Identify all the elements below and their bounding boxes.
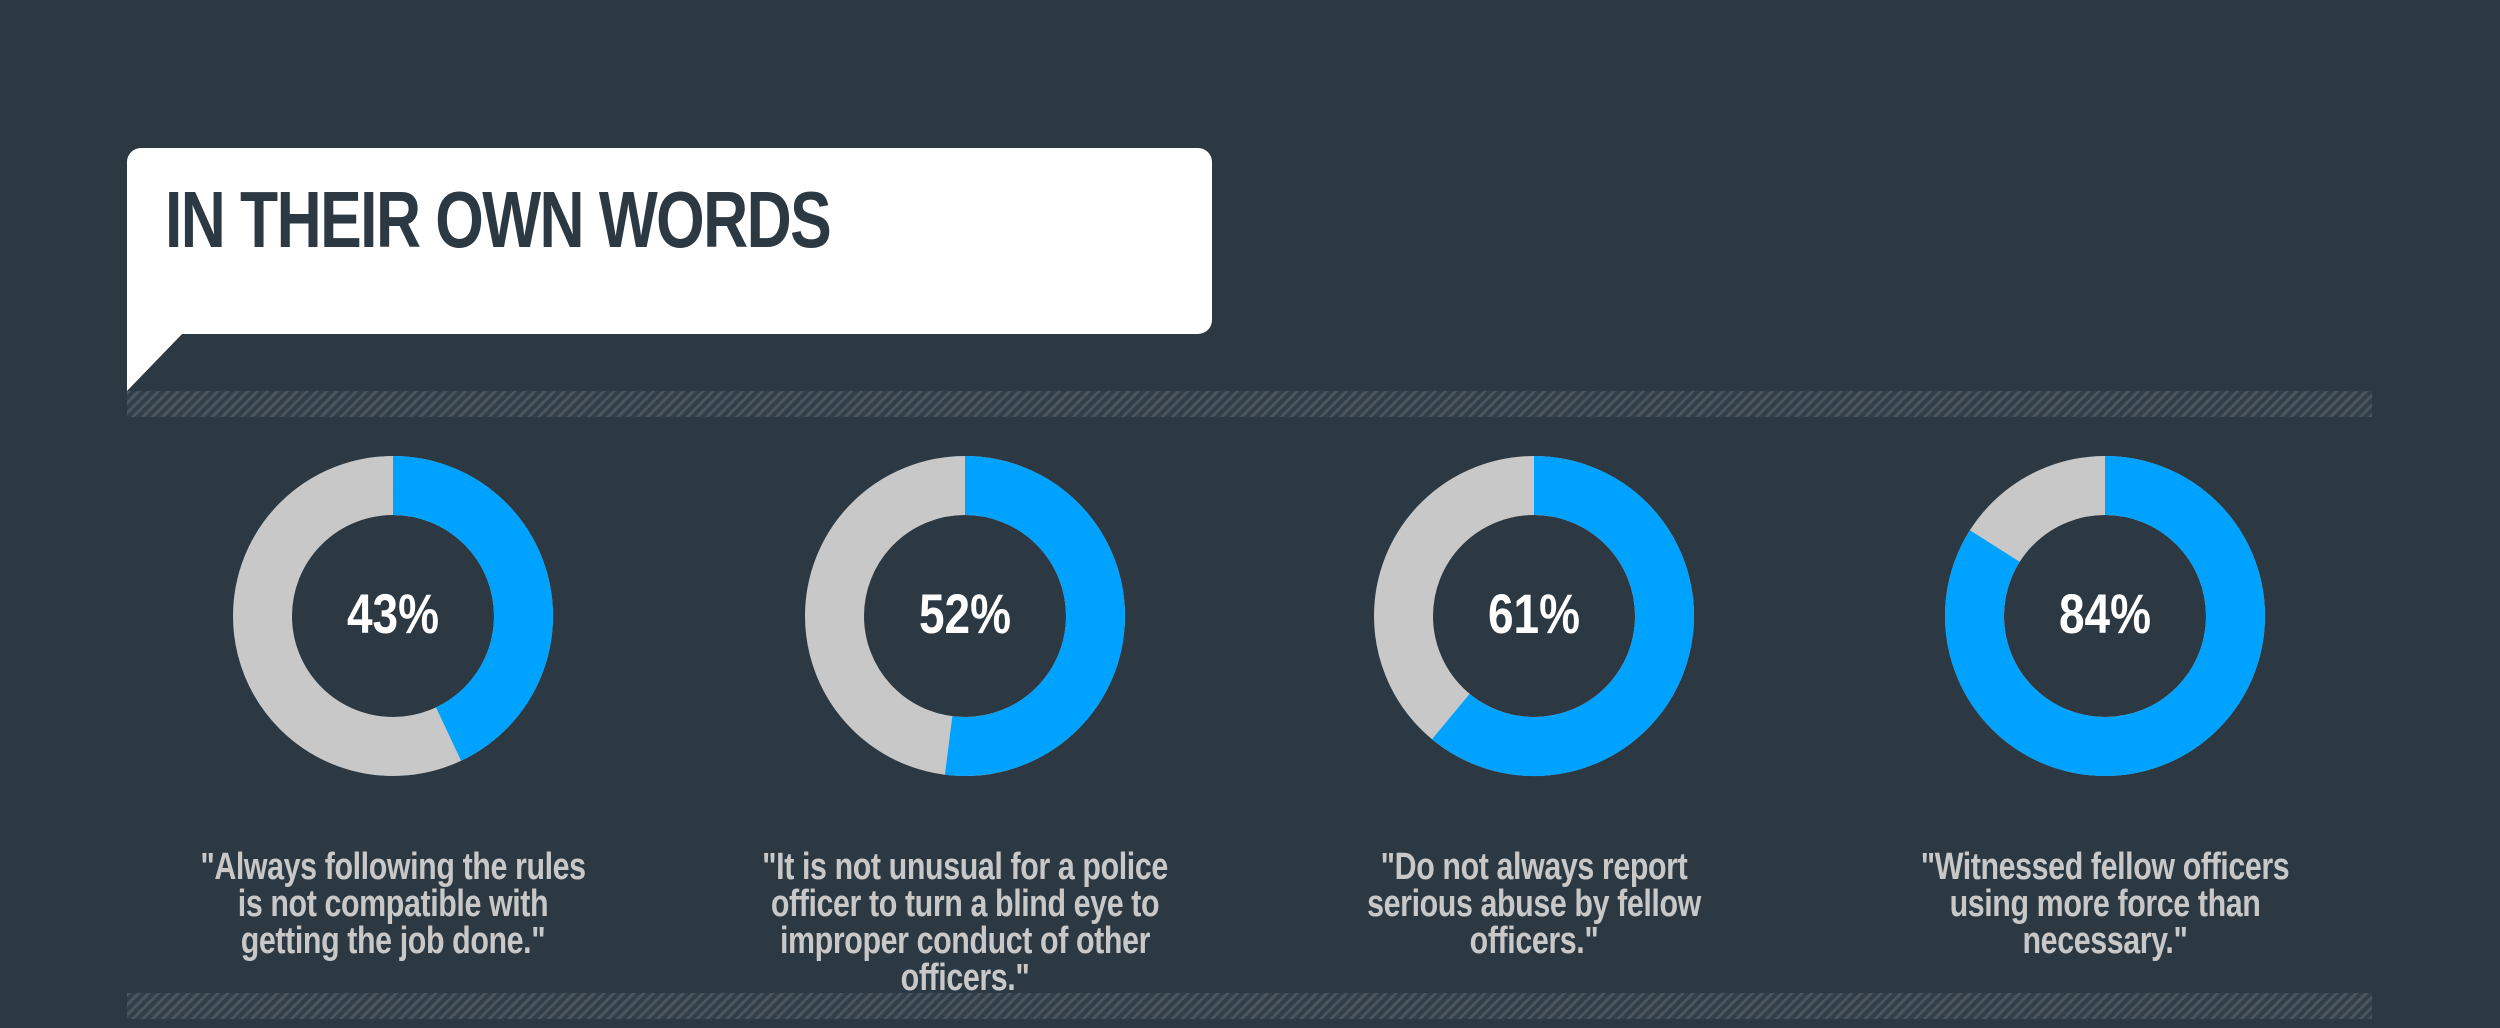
donut-percentage-label: 84% — [2059, 582, 2151, 645]
donut-chart-3: 61% — [1369, 451, 1699, 781]
donut-svg-1: 43% — [233, 456, 553, 776]
hatched-divider-bottom — [127, 993, 2372, 1019]
donut-percentage-label: 43% — [347, 582, 439, 645]
donut-value-segment — [1945, 456, 2265, 776]
quote-label: "Do not always report serious abuse by f… — [1367, 846, 1701, 962]
donut-percentage-label: 61% — [1488, 582, 1580, 645]
quote-text-3: "Do not always report serious abuse by f… — [1274, 846, 1794, 962]
quote-text-4: "Witnessed fellow officers using more fo… — [1845, 846, 2365, 962]
donut-chart-1: 43% — [228, 451, 558, 781]
donut-svg-2: 52% — [805, 456, 1125, 776]
quote-text-1: "Always following the rules is not compa… — [133, 846, 653, 962]
donut-percentage-label: 52% — [919, 582, 1011, 645]
quote-label: "Always following the rules is not compa… — [200, 846, 586, 962]
quote-label: "Witnessed fellow officers using more fo… — [1920, 846, 2290, 962]
donut-value-segment — [1432, 456, 1694, 776]
title-banner: IN THEIR OWN WORDS — [127, 148, 1212, 334]
donut-value-segment — [944, 456, 1125, 776]
donut-chart-2: 52% — [800, 451, 1130, 781]
donut-svg-4: 84% — [1945, 456, 2265, 776]
donut-chart-4: 84% — [1940, 451, 2270, 781]
donut-svg-3: 61% — [1374, 456, 1694, 776]
page-title: IN THEIR OWN WORDS — [165, 175, 832, 264]
title-banner-tail — [127, 333, 183, 391]
quote-label: "It is not unusual for a police officer … — [762, 846, 1168, 999]
hatched-divider-top — [127, 391, 2372, 417]
quote-text-2: "It is not unusual for a police officer … — [705, 846, 1225, 999]
donut-value-segment — [392, 456, 553, 761]
